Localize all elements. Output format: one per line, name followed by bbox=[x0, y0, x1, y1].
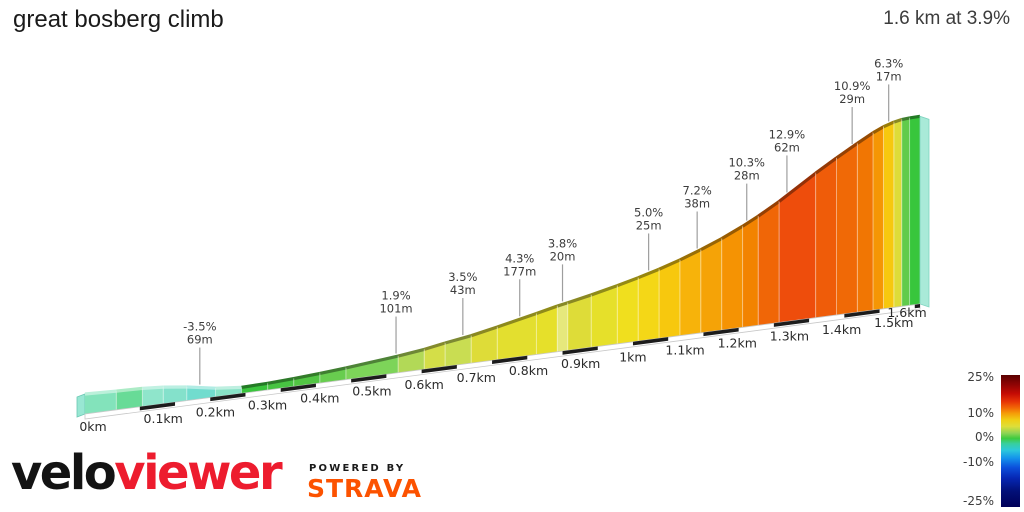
svg-text:28m: 28m bbox=[734, 169, 760, 183]
x-tick-label: 1.5km bbox=[874, 315, 913, 330]
annotation: 7.2%38m bbox=[683, 183, 712, 249]
svg-text:4.3%: 4.3% bbox=[505, 251, 534, 265]
x-tick-label: 0.1km bbox=[144, 411, 183, 426]
annotation: 10.9%29m bbox=[834, 79, 871, 145]
svg-text:20m: 20m bbox=[550, 249, 576, 263]
x-tick-label: 0.6km bbox=[404, 377, 443, 392]
annotation: -3.5%69m bbox=[183, 320, 217, 385]
x-tick-label: 1.4km bbox=[822, 322, 861, 337]
profile-right-cap bbox=[919, 115, 930, 308]
annotation: 4.3%177m bbox=[503, 251, 536, 317]
x-tick-label: 0.9km bbox=[561, 356, 600, 371]
svg-text:5.0%: 5.0% bbox=[634, 205, 663, 219]
legend-tick-label: 0% bbox=[974, 430, 994, 444]
gradient-legend: 25% 10% 0% -10% -25% bbox=[900, 368, 1024, 510]
svg-text:3.5%: 3.5% bbox=[448, 270, 477, 284]
annotation: 3.5%43m bbox=[448, 270, 478, 336]
x-tick-label: 0.2km bbox=[196, 404, 235, 419]
logo-velo: velo bbox=[11, 445, 117, 501]
veloviewer-logo: veloviewer bbox=[11, 445, 283, 501]
svg-text:62m: 62m bbox=[774, 140, 800, 154]
annotation: 3.8%20m bbox=[548, 236, 577, 302]
annotation: 10.3%28m bbox=[728, 156, 765, 221]
x-tick-label: 0.8km bbox=[509, 363, 548, 378]
svg-text:10.3%: 10.3% bbox=[728, 156, 765, 170]
svg-text:177m: 177m bbox=[503, 264, 536, 278]
x-tick-label: 0km bbox=[79, 419, 106, 434]
x-tick-label: 0.4km bbox=[300, 391, 339, 406]
powered-by-label: POWERED BY bbox=[309, 463, 406, 474]
strava-logo: STRAVA bbox=[307, 474, 422, 503]
x-tick-label: 1.2km bbox=[718, 336, 757, 351]
svg-text:12.9%: 12.9% bbox=[769, 127, 806, 141]
legend-tick-label: 25% bbox=[967, 370, 994, 384]
legend-tick-label: -25% bbox=[962, 494, 994, 508]
x-tick-label: 0.3km bbox=[248, 397, 287, 412]
baseline-ruler bbox=[84, 303, 921, 420]
segment-annotations: -3.5%69m 1.9%101m 3.5%43m 4.3%177m 3.8%20m 5.… bbox=[183, 56, 903, 385]
annotation: 1.9%101m bbox=[379, 289, 413, 354]
svg-text:6.3%: 6.3% bbox=[874, 56, 903, 70]
x-axis-labels: 0km 0.1km 0.2km 0.3km 0.4km 0.5km 0.6km 0.7km 0.… bbox=[79, 305, 926, 434]
svg-text:10.9%: 10.9% bbox=[834, 79, 871, 93]
page-title: great bosberg climb bbox=[13, 6, 224, 33]
svg-text:38m: 38m bbox=[684, 196, 710, 210]
svg-text:43m: 43m bbox=[450, 283, 476, 297]
climb-summary: 1.6 km at 3.9% bbox=[883, 8, 1010, 29]
svg-text:25m: 25m bbox=[636, 218, 662, 232]
x-tick-label: 0.7km bbox=[457, 370, 496, 385]
x-tick-label: 1.1km bbox=[665, 342, 704, 357]
logo-viewer: viewer bbox=[114, 445, 282, 501]
svg-text:1.9%: 1.9% bbox=[381, 289, 410, 303]
svg-text:29m: 29m bbox=[839, 92, 865, 106]
svg-text:7.2%: 7.2% bbox=[683, 183, 712, 197]
x-tick-label: 1.6km bbox=[887, 305, 926, 320]
svg-text:-3.5%: -3.5% bbox=[183, 320, 216, 334]
profile-stripes bbox=[84, 114, 921, 414]
x-tick-label: 1km bbox=[619, 349, 646, 364]
gradient-legend-colorbar bbox=[1001, 375, 1020, 507]
annotation: 12.9%62m bbox=[769, 127, 806, 193]
annotation: 6.3%17m bbox=[874, 56, 903, 122]
profile-left-cap bbox=[76, 393, 86, 418]
x-tick-label: 0.5km bbox=[352, 384, 391, 399]
legend-tick-label: 10% bbox=[967, 406, 994, 420]
legend-tick-label: -10% bbox=[962, 455, 994, 469]
svg-text:101m: 101m bbox=[379, 302, 412, 316]
svg-text:3.8%: 3.8% bbox=[548, 236, 577, 250]
annotation: 5.0%25m bbox=[634, 205, 663, 271]
svg-text:17m: 17m bbox=[876, 69, 902, 83]
svg-text:69m: 69m bbox=[187, 333, 213, 347]
x-tick-label: 1.3km bbox=[770, 329, 809, 344]
